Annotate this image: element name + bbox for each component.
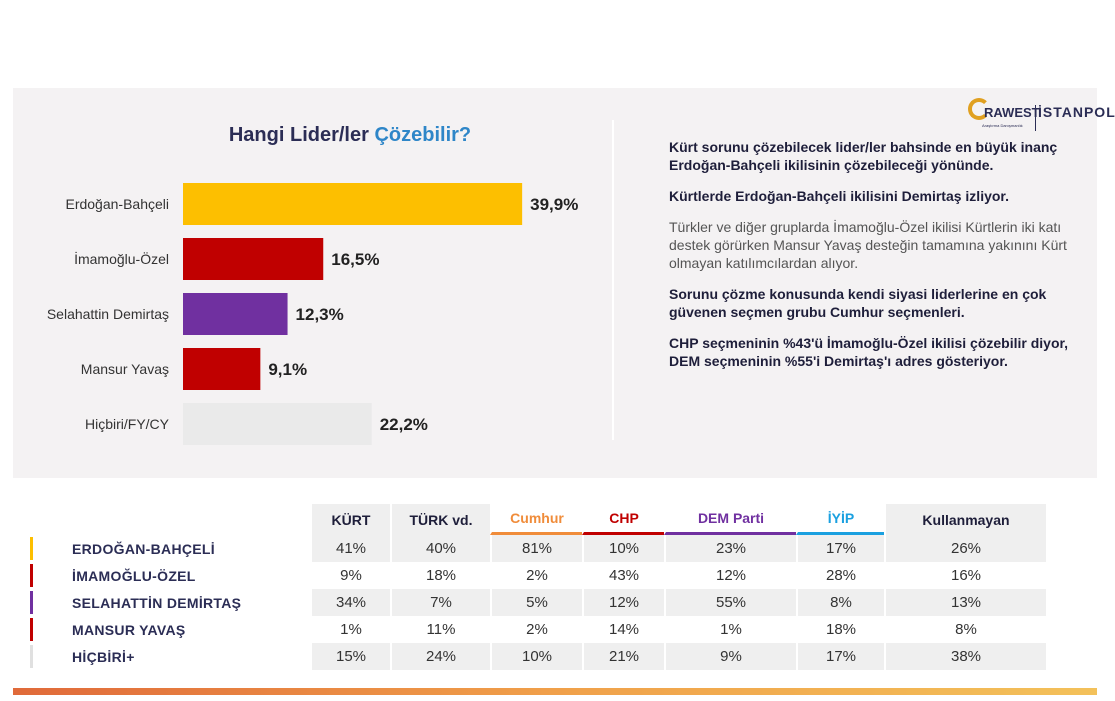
category-label: Mansur Yavaş [81, 361, 169, 377]
table-cell: 81% [490, 535, 582, 562]
value-label: 16,5% [331, 250, 379, 269]
row-label: SELAHATTİN DEMİRTAŞ [30, 589, 310, 616]
table-cell: 17% [796, 643, 884, 670]
row-label-text: HİÇBİRİ+ [72, 648, 135, 665]
table-cell: 24% [390, 643, 490, 670]
table-cell: 23% [664, 535, 796, 562]
table-cell: 21% [582, 643, 664, 670]
category-label: Erdoğan-Bahçeli [65, 196, 169, 212]
table-cell: 9% [310, 562, 390, 589]
column-header: DEM Parti [664, 504, 796, 535]
logo-ring-icon [968, 98, 990, 120]
table-cell: 28% [796, 562, 884, 589]
table-cell: 17% [796, 535, 884, 562]
row-label: MANSUR YAVAŞ [30, 616, 310, 643]
table-cell: 11% [390, 616, 490, 643]
table-row: SELAHATTİN DEMİRTAŞ 34% 7% 5% 12% 55% 8% 13% [30, 589, 1046, 616]
bar [183, 238, 324, 280]
footer-gradient-bar [13, 688, 1097, 695]
table-cell: 15% [310, 643, 390, 670]
table-cell: 1% [664, 616, 796, 643]
table-cell: 8% [796, 589, 884, 616]
row-color-marker [30, 537, 33, 560]
row-label-text: ERDOĞAN-BAHÇELİ [72, 540, 215, 557]
table-row: ERDOĞAN-BAHÇELİ 41% 40% 81% 10% 23% 17% 26% [30, 535, 1046, 562]
table-header-row: KÜRT TÜRK vd. Cumhur CHP DEM Parti İYİP Kullan… [30, 504, 1046, 535]
row-color-marker [30, 645, 33, 668]
table-cell: 2% [490, 562, 582, 589]
table-cell: 12% [582, 589, 664, 616]
logo-brand: RAWEST [984, 105, 1040, 120]
bar-chart: Erdoğan-Bahçeli 39,9% İmamoğlu-Özel 16,5% Se… [47, 183, 578, 445]
category-label: Hiçbiri/FY/CY [85, 416, 170, 432]
row-label-text: MANSUR YAVAŞ [72, 621, 186, 638]
value-label: 22,2% [380, 415, 428, 434]
table-cell: 38% [884, 643, 1046, 670]
table-cell: 5% [490, 589, 582, 616]
table-cell: 18% [796, 616, 884, 643]
table-cell: 1% [310, 616, 390, 643]
row-label: HİÇBİRİ+ [30, 643, 310, 670]
table-cell: 41% [310, 535, 390, 562]
table-cell: 10% [490, 643, 582, 670]
table-corner [30, 504, 310, 535]
category-label: Selahattin Demirtaş [47, 306, 169, 322]
panel-divider [612, 120, 614, 440]
crosstab-table: KÜRT TÜRK vd. Cumhur CHP DEM Parti İYİP Kullan… [30, 504, 1046, 670]
table-cell: 8% [884, 616, 1046, 643]
commentary-paragraph: Türkler ve diğer gruplarda İmamoğlu-Özel… [669, 219, 1067, 271]
table-cell: 7% [390, 589, 490, 616]
row-color-marker [30, 591, 33, 614]
value-label: 39,9% [530, 195, 578, 214]
table-cell: 2% [490, 616, 582, 643]
row-color-marker [30, 618, 33, 641]
column-header: TÜRK vd. [390, 504, 490, 535]
table-cell: 12% [664, 562, 796, 589]
brand-logo: RAWEST Araştırma Danışmanlık İSTANPOL [968, 95, 1115, 137]
table-cell: 40% [390, 535, 490, 562]
chart-title: Hangi Lider/ler Çözebilir? [160, 124, 540, 147]
row-label-text: İMAMOĞLU-ÖZEL [72, 567, 196, 584]
table-cell: 14% [582, 616, 664, 643]
logo-separator [1035, 105, 1036, 131]
table-cell: 26% [884, 535, 1046, 562]
table-row: İMAMOĞLU-ÖZEL 9% 18% 2% 43% 12% 28% 16% [30, 562, 1046, 589]
column-header: CHP [582, 504, 664, 535]
table-cell: 9% [664, 643, 796, 670]
table-cell: 34% [310, 589, 390, 616]
chart-title-main: Hangi Lider/ler [228, 124, 375, 146]
logo-city: İSTANPOL [1038, 104, 1115, 120]
bar [183, 183, 523, 225]
commentary-text: Kürt sorunu çözebilecek lider/ler bahsin… [669, 138, 1069, 383]
table-cell: 16% [884, 562, 1046, 589]
logo-tagline: Araştırma Danışmanlık [982, 123, 1023, 128]
column-header: Cumhur [490, 504, 582, 535]
bar [183, 348, 261, 390]
chart-title-accent: Çözebilir? [374, 124, 472, 146]
commentary-paragraph: Kürt sorunu çözebilecek lider/ler bahsin… [669, 139, 1058, 173]
row-color-marker [30, 564, 33, 587]
column-header: Kullanmayan [884, 504, 1046, 535]
table-cell: 10% [582, 535, 664, 562]
commentary-paragraph: CHP seçmeninin %43'ü İmamoğlu-Özel ikili… [669, 335, 1069, 369]
table-row: MANSUR YAVAŞ 1% 11% 2% 14% 1% 18% 8% [30, 616, 1046, 643]
commentary-paragraph: Kürtlerde Erdoğan-Bahçeli ikilisini Demi… [669, 188, 1009, 204]
table-cell: 18% [390, 562, 490, 589]
value-label: 12,3% [296, 305, 344, 324]
value-label: 9,1% [268, 360, 307, 379]
row-label: İMAMOĞLU-ÖZEL [30, 562, 310, 589]
bar [183, 403, 372, 445]
category-label: İmamoğlu-Özel [74, 250, 169, 267]
column-header: İYİP [796, 504, 884, 535]
column-header: KÜRT [310, 504, 390, 535]
commentary-paragraph: Sorunu çözme konusunda kendi siyasi lide… [669, 286, 1047, 320]
bar [183, 293, 288, 335]
row-label-text: SELAHATTİN DEMİRTAŞ [72, 594, 242, 611]
table-row: HİÇBİRİ+ 15% 24% 10% 21% 9% 17% 38% [30, 643, 1046, 670]
table-cell: 43% [582, 562, 664, 589]
row-label: ERDOĞAN-BAHÇELİ [30, 535, 310, 562]
table-cell: 13% [884, 589, 1046, 616]
table-cell: 55% [664, 589, 796, 616]
